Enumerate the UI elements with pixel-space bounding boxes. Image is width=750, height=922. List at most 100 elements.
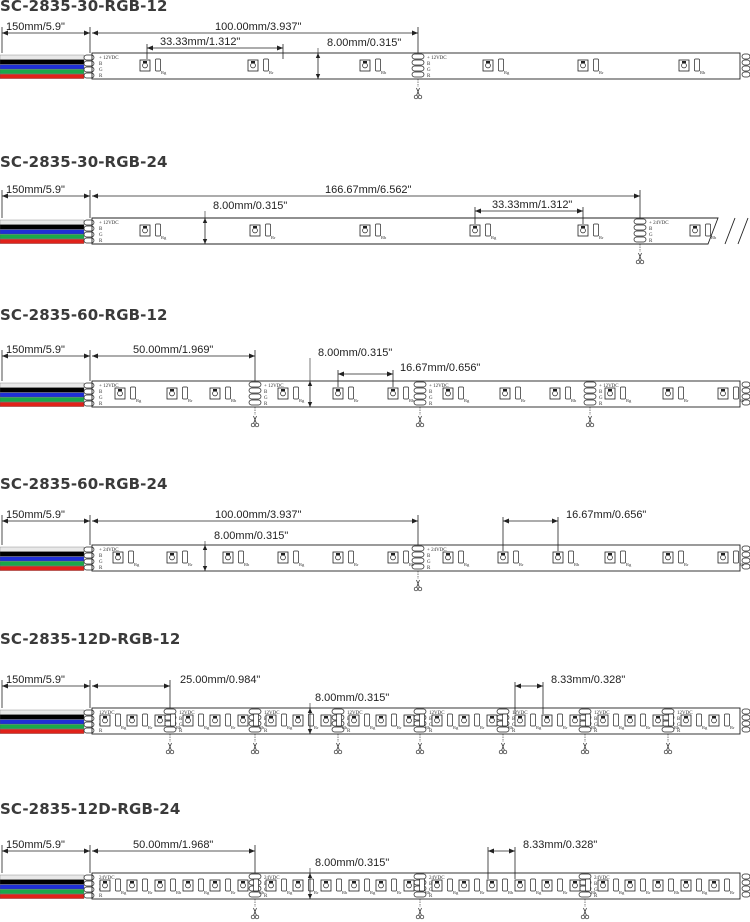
resistor-label: Rr bbox=[480, 725, 485, 730]
led-chip bbox=[209, 387, 221, 400]
resistor-label: Rb bbox=[176, 890, 182, 895]
led-chip bbox=[99, 714, 111, 727]
cut-pad bbox=[496, 708, 510, 715]
cut-pad bbox=[496, 726, 510, 733]
break-mark bbox=[724, 217, 749, 245]
resistor bbox=[308, 878, 314, 892]
led-body bbox=[577, 224, 589, 237]
led-lens bbox=[295, 882, 301, 889]
solder-pad bbox=[83, 394, 95, 401]
resistor-label: Rb bbox=[259, 725, 265, 730]
led-chip bbox=[717, 551, 729, 564]
scissors-handle bbox=[663, 749, 669, 755]
led-marker bbox=[269, 716, 273, 718]
pad-label: R bbox=[99, 894, 103, 899]
led-body bbox=[99, 879, 111, 892]
resistor-label: Rb bbox=[342, 725, 348, 730]
led-marker bbox=[324, 881, 328, 883]
pad-label: + 12VDC bbox=[99, 221, 119, 226]
led-lens bbox=[720, 554, 726, 561]
pad-label: + 12VDC bbox=[429, 384, 449, 389]
led-lens bbox=[555, 554, 561, 561]
resistor-label: Rb bbox=[571, 398, 577, 403]
resistor bbox=[678, 386, 684, 400]
led-marker bbox=[391, 553, 395, 555]
led-chip bbox=[486, 714, 498, 727]
scissors-icon bbox=[663, 742, 673, 755]
resistor bbox=[613, 713, 619, 727]
resistor-label: Rg bbox=[161, 235, 167, 240]
led-chip bbox=[680, 714, 692, 727]
solder-pad bbox=[83, 880, 95, 887]
dimension-arrowhead bbox=[412, 518, 418, 524]
strip-outline bbox=[91, 872, 741, 900]
pad-label: B bbox=[677, 717, 681, 722]
led-body bbox=[689, 224, 701, 237]
resistor bbox=[733, 386, 739, 400]
led-chip bbox=[549, 387, 561, 400]
scissors-handle bbox=[635, 259, 641, 265]
cut-length-label: 50.00mm/1.968" bbox=[133, 839, 213, 851]
section-title: SC-2835-30-RGB-12 bbox=[0, 0, 168, 15]
led-lens bbox=[240, 717, 246, 724]
cut-pad bbox=[633, 230, 647, 237]
led-lens bbox=[517, 882, 523, 889]
led-chip bbox=[604, 551, 616, 564]
led-chip bbox=[469, 224, 481, 237]
resistor bbox=[668, 713, 674, 727]
led-marker bbox=[363, 226, 367, 228]
pad-label: 12VDC bbox=[347, 711, 363, 716]
resistor-label: Rb bbox=[409, 398, 415, 403]
section-title: SC-2835-60-RGB-24 bbox=[0, 475, 168, 493]
led-lens bbox=[489, 717, 495, 724]
pad-label: G bbox=[599, 396, 603, 401]
led-chip bbox=[277, 387, 289, 400]
solder-pad bbox=[83, 72, 95, 79]
pad-label: R bbox=[599, 402, 603, 407]
led-lens bbox=[212, 882, 218, 889]
resistor bbox=[696, 713, 702, 727]
cut-length-label: 100.00mm/3.937" bbox=[215, 509, 302, 521]
pad-label: B bbox=[594, 882, 598, 887]
resistor-label: Rb bbox=[674, 725, 680, 730]
led-chip bbox=[277, 551, 289, 564]
led-lens bbox=[655, 882, 661, 889]
led-chip bbox=[569, 714, 581, 727]
scissors-handle bbox=[415, 422, 421, 428]
led-lens bbox=[572, 882, 578, 889]
resistor bbox=[403, 550, 409, 564]
led-chip bbox=[514, 879, 526, 892]
pad-label: B bbox=[429, 390, 433, 395]
pad-label: G bbox=[99, 396, 103, 401]
led-lens bbox=[406, 717, 412, 724]
led-body bbox=[154, 879, 166, 892]
led-lens bbox=[572, 717, 578, 724]
led-lens bbox=[406, 882, 412, 889]
led-marker bbox=[281, 553, 285, 555]
led-marker bbox=[656, 881, 660, 883]
wire-green bbox=[0, 234, 85, 239]
dimension-arrowhead bbox=[307, 894, 313, 899]
cut-pad bbox=[583, 393, 597, 400]
led-chip bbox=[112, 551, 124, 564]
led-lens bbox=[390, 390, 396, 397]
led-body bbox=[209, 387, 221, 400]
resistor-label: Rg bbox=[161, 70, 167, 75]
led-chip bbox=[126, 714, 138, 727]
pad-label: G bbox=[427, 560, 431, 565]
led-marker bbox=[490, 881, 494, 883]
led-body bbox=[359, 59, 371, 72]
led-chip bbox=[482, 59, 494, 72]
scissors-handle bbox=[585, 422, 591, 428]
led-lens bbox=[115, 554, 121, 561]
led-chip bbox=[689, 224, 701, 237]
wire-green bbox=[0, 397, 85, 402]
resistor bbox=[336, 878, 342, 892]
section-title: SC-2835-12D-RGB-24 bbox=[0, 800, 181, 818]
led-body bbox=[624, 714, 636, 727]
wire-blue bbox=[0, 719, 85, 725]
led-chip bbox=[166, 387, 178, 400]
scissors-handle bbox=[250, 422, 256, 428]
led-marker bbox=[556, 553, 560, 555]
